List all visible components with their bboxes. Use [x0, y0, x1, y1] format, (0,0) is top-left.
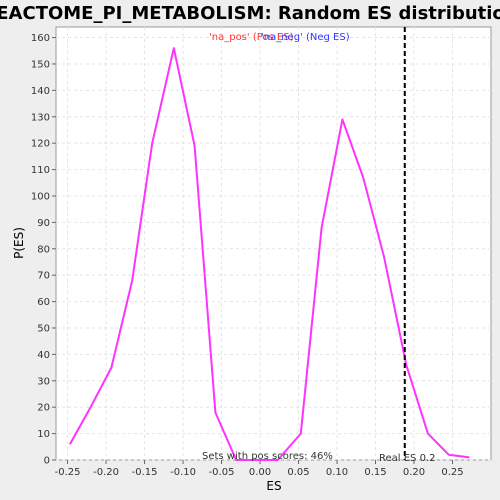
y-tick-label: 100 [31, 191, 50, 202]
x-tick-label: -0.15 [132, 467, 158, 478]
y-tick-label: 50 [37, 323, 50, 334]
chart-title: REACTOME_PI_METABOLISM: Random ES distri… [0, 3, 500, 24]
y-tick-label: 90 [37, 218, 50, 229]
y-tick-label: 110 [31, 165, 50, 176]
pos-scores-annotation: Sets with pos scores: 46% [202, 451, 333, 462]
legend-pos: 'na_pos' (Pos ES) [209, 32, 294, 43]
x-axis: -0.25 -0.20 -0.15 -0.10 -0.05 0.00 0.05 0.10 0.1… [55, 460, 464, 478]
y-tick-label: 140 [31, 86, 50, 97]
y-tick-label: 70 [37, 271, 50, 282]
x-tick-label: 0.05 [287, 467, 309, 478]
x-tick-label: -0.20 [93, 467, 119, 478]
y-tick-label: 40 [37, 350, 50, 361]
y-tick-label: 160 [31, 33, 50, 44]
x-tick-label: -0.05 [209, 467, 235, 478]
x-tick-label: 0.25 [441, 467, 463, 478]
grid [56, 27, 491, 461]
y-tick-label: 150 [31, 59, 50, 70]
plot-area [55, 26, 492, 461]
y-tick-label: 130 [31, 112, 50, 123]
real-es-label: Real ES 0.2 [379, 453, 435, 464]
y-axis: 0 10 20 30 40 50 60 70 80 90 100 110 120 130 140 150 160 [31, 33, 56, 467]
x-tick-label: -0.10 [170, 467, 196, 478]
y-tick-label: 80 [37, 244, 50, 255]
x-tick-label: 0.15 [364, 467, 386, 478]
y-tick-label: 20 [37, 403, 50, 414]
x-tick-label: 0.20 [403, 467, 425, 478]
y-tick-label: 120 [31, 139, 50, 150]
x-tick-label: 0.10 [326, 467, 348, 478]
y-tick-label: 0 [44, 456, 50, 467]
y-tick-label: 30 [37, 376, 50, 387]
series-layer [69, 47, 470, 461]
es-distribution-line [69, 47, 470, 461]
y-tick-label: 60 [37, 297, 50, 308]
legend-neg: 'na_neg' (Neg ES) [261, 32, 350, 43]
y-axis-label: P(ES) [12, 227, 26, 259]
x-axis-label: ES [266, 479, 281, 493]
y-tick-label: 10 [37, 429, 50, 440]
x-tick-label: 0.00 [249, 467, 271, 478]
x-tick-label: -0.25 [55, 467, 81, 478]
